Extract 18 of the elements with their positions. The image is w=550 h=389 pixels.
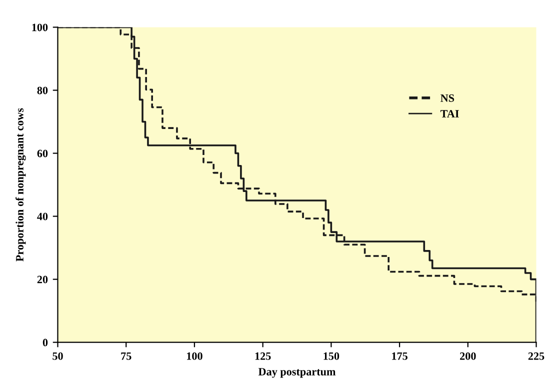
x-tick-label: 75 [121,352,132,360]
y-tick-label: 20 [37,276,48,284]
x-tick-label: 150 [324,352,340,360]
x-tick-label: 200 [460,352,476,360]
x-tick-label: 100 [187,352,202,360]
y-tick-label: 100 [32,24,48,32]
y-axis-title: Proportion of nonpregnant cows [16,108,26,262]
legend-label: TAI [440,110,459,118]
y-tick-label: 40 [37,212,48,220]
x-tick-label: 175 [392,352,408,360]
x-tick-label: 125 [255,352,271,360]
y-tick-label: 60 [37,150,48,158]
y-tick-label: 80 [37,86,48,94]
legend-label: NS [440,94,454,102]
x-axis-title: Day postpartum [258,368,336,378]
y-tick-label: 0 [42,338,48,346]
x-tick-label: 50 [52,352,63,360]
x-tick-label: 225 [528,352,544,360]
